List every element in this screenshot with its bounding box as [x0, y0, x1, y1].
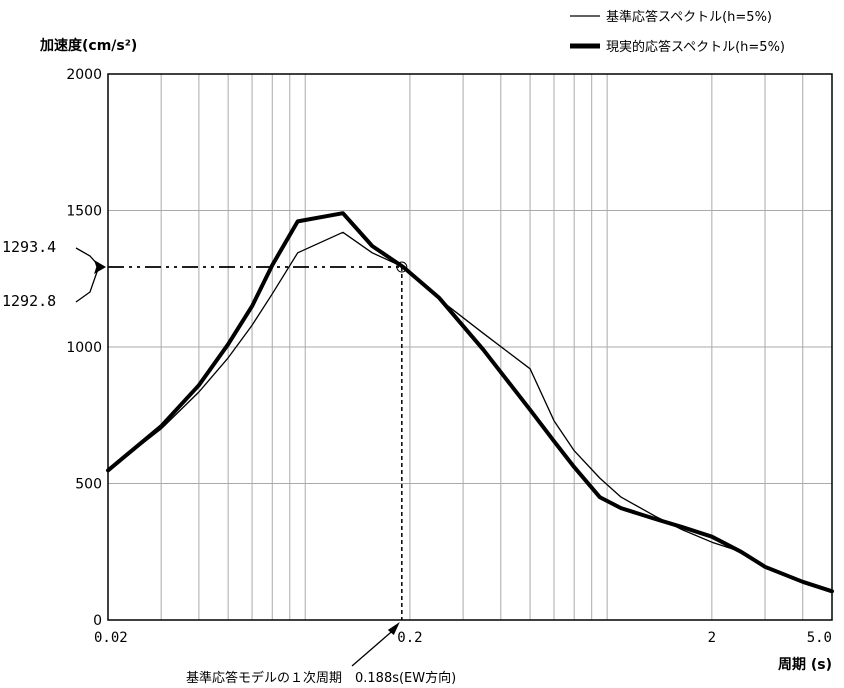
legend-label: 現実的応答スペクトル(h=5%): [606, 39, 785, 55]
value-label-lower: 1292.8: [2, 292, 56, 310]
annotation-layer: 1293.4 1292.8 基準応答モデルの１次周期 0.188s(EW方向): [2, 238, 456, 686]
x-axis-label: 周期 (s): [778, 657, 832, 673]
period-leader-line: [351, 627, 397, 667]
y-tick-label: 0: [93, 613, 102, 629]
grid: [108, 74, 832, 620]
series-layer: [106, 211, 834, 594]
lower-leader-line: [75, 268, 99, 303]
upper-leader-line: [75, 247, 99, 266]
x-tick-label: 0.02: [94, 630, 128, 646]
x-tick-labels: 0.02 0.2 2 5.0: [94, 630, 832, 646]
y-tick-label: 2000: [66, 67, 102, 83]
plot-frame: [107, 73, 833, 621]
x-tick-label: 2: [708, 630, 716, 646]
series-line-realistic: [106, 211, 834, 594]
legend-label: 基準応答スペクトル(h=5%): [606, 9, 772, 25]
y-tick-label: 500: [75, 477, 102, 493]
legend: 基準応答スペクトル(h=5%) 現実的応答スペクトル(h=5%): [570, 9, 785, 55]
lower-arrowhead: [94, 265, 106, 275]
crossing-marker: [396, 261, 408, 273]
y-axis-label: 加速度(cm/s²): [39, 37, 137, 54]
series-line-reference: [107, 231, 833, 591]
y-tick-labels: 0 500 1000 1500 2000: [66, 67, 102, 629]
period-label: 基準応答モデルの１次周期 0.188s(EW方向): [186, 670, 456, 686]
y-tick-label: 1000: [66, 340, 102, 356]
x-tick-label: 5.0: [807, 630, 832, 646]
value-label-upper: 1293.4: [2, 238, 56, 256]
period-arrowhead: [387, 622, 400, 635]
x-tick-label: 0.2: [397, 630, 422, 646]
y-tick-label: 1500: [66, 204, 102, 220]
